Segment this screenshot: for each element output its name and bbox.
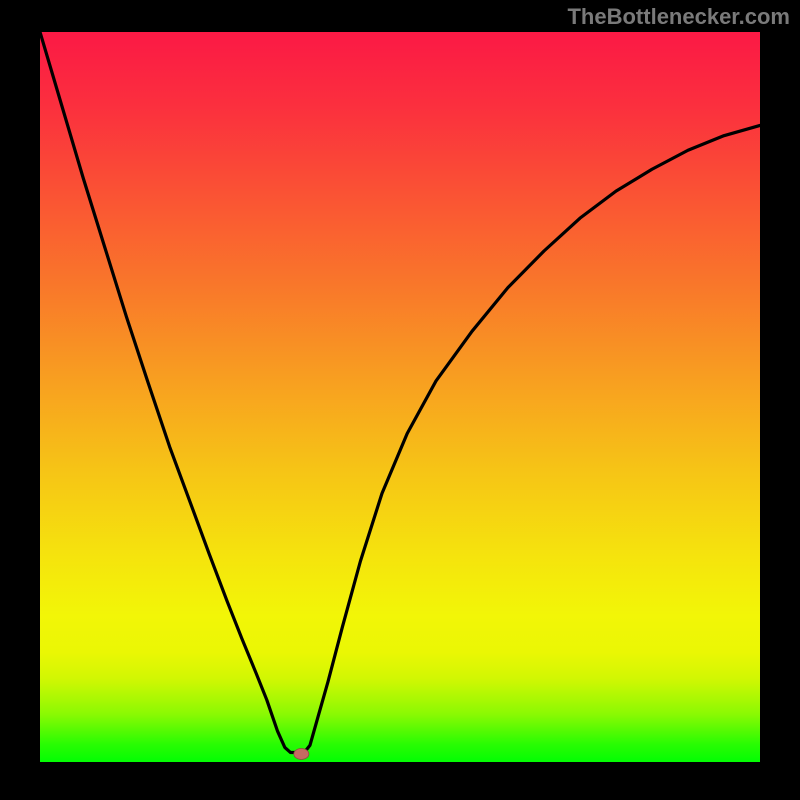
optimal-point-marker [294,748,309,759]
plot-area [40,32,760,762]
watermark-text: TheBottlenecker.com [567,4,790,30]
bottleneck-curve-path [40,32,760,753]
curve-layer [40,32,760,762]
chart-root: TheBottlenecker.com [0,0,800,800]
